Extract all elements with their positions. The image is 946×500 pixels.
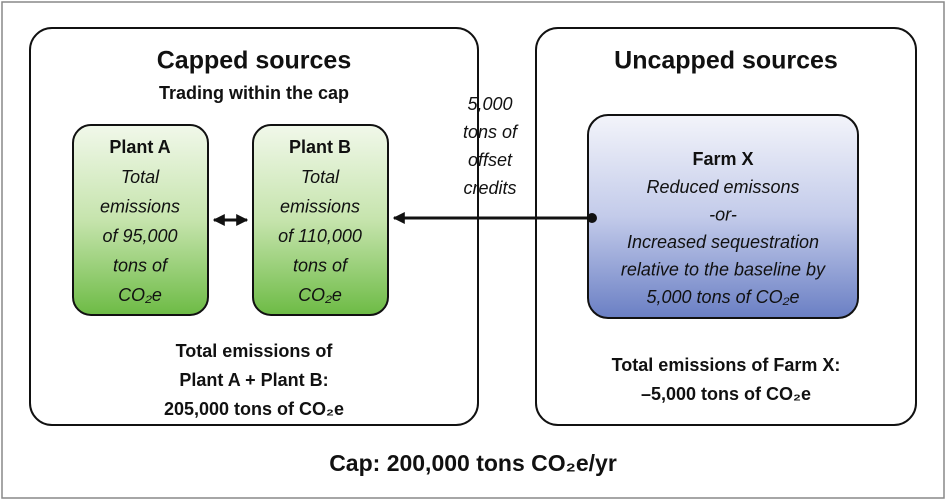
capped-subtitle: Trading within the cap (159, 83, 349, 103)
plant-line: tons of (293, 255, 349, 275)
offset-line: credits (463, 178, 516, 198)
plant-line: emissions (100, 196, 180, 216)
farm-line: Increased sequestration (627, 232, 819, 252)
farm-line: Reduced emissons (646, 177, 799, 197)
farm-name: Farm X (692, 149, 753, 169)
plant-line: tons of (113, 255, 169, 275)
farm-line: relative to the baseline by (621, 259, 826, 279)
plant-name: Plant B (289, 137, 351, 157)
plant-line: of 95,000 (102, 226, 177, 246)
plant-line: Total (121, 167, 160, 187)
plant-b-box (252, 124, 389, 316)
cap: Cap: 200,000 tons CO₂e/yr (329, 450, 617, 476)
capped-total: Plant A + Plant B: (179, 370, 328, 390)
capped-title: Capped sources (157, 47, 352, 75)
offset-line: tons of (463, 122, 519, 142)
offset-line: offset (468, 150, 513, 170)
plant-line: Total (301, 167, 340, 187)
plant-line: CO₂e (118, 285, 162, 305)
plant-line: emissions (280, 196, 360, 216)
plant-name: Plant A (109, 137, 170, 157)
uncapped-title: Uncapped sources (614, 47, 838, 75)
capped-total: 205,000 tons of CO₂e (164, 399, 344, 419)
plant-a-box (72, 124, 209, 316)
uncapped-total: Total emissions of Farm X: (612, 355, 841, 375)
uncapped-total: –5,000 tons of CO₂e (641, 384, 811, 404)
plant-line: of 110,000 (278, 226, 362, 246)
farm-line: -or- (709, 204, 737, 224)
offset-origin (587, 213, 597, 223)
offset-line: 5,000 (467, 94, 512, 114)
farm-line: 5,000 tons of CO₂e (647, 287, 800, 307)
plant-line: CO₂e (298, 285, 342, 305)
capped-total: Total emissions of (176, 341, 334, 361)
